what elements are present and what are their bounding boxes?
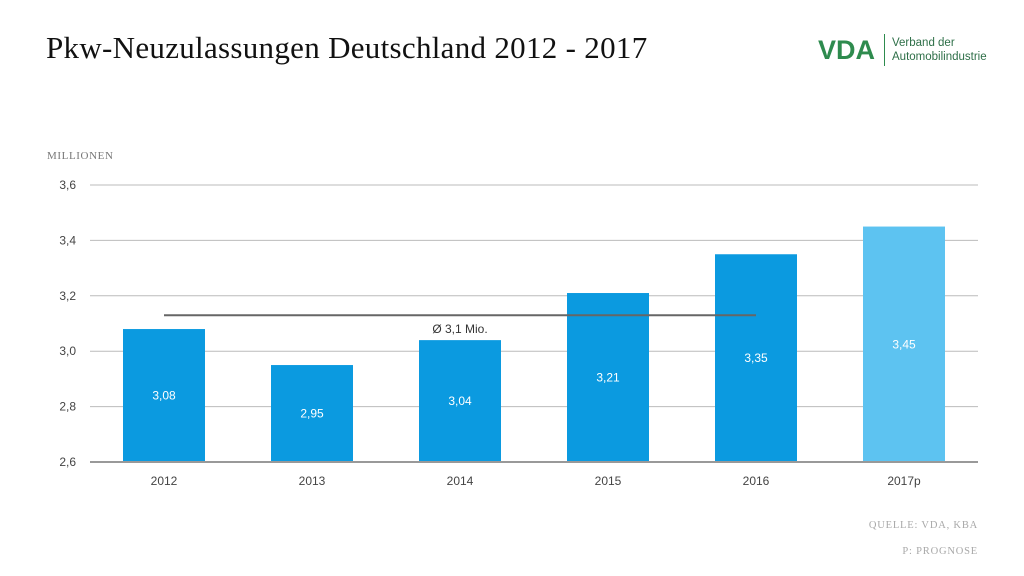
- bar: [419, 340, 501, 462]
- x-tick-label: 2012: [151, 474, 178, 488]
- forecast-note: P: PROGNOSE: [902, 546, 978, 557]
- y-tick-label: 3,6: [59, 178, 76, 192]
- vda-logo: VDA Verband der Automobilindustrie: [818, 34, 988, 68]
- page-title: Pkw-Neuzulassungen Deutschland 2012 - 20…: [46, 30, 648, 65]
- bar: [567, 293, 649, 462]
- data-label: 2,95: [300, 407, 324, 421]
- data-label: 3,21: [596, 371, 620, 385]
- logo-mark: VDA: [818, 35, 876, 65]
- average-label: Ø 3,1 Mio.: [432, 322, 487, 336]
- logo-text-line2: Automobilindustrie: [892, 51, 987, 63]
- y-tick-label: 3,4: [59, 233, 76, 247]
- data-label: 3,08: [152, 389, 176, 403]
- source-note: QUELLE: VDA, KBA: [868, 520, 978, 531]
- bar: [123, 329, 205, 462]
- y-tick-label: 2,8: [59, 400, 76, 414]
- x-tick-label: 2013: [299, 474, 326, 488]
- x-tick-label: 2014: [447, 474, 474, 488]
- bar: [271, 365, 353, 462]
- data-label: 3,45: [892, 337, 916, 351]
- data-label: 3,35: [744, 351, 768, 365]
- x-tick-label: 2015: [595, 474, 622, 488]
- x-tick-label: 2017p: [887, 474, 921, 488]
- logo-divider: [884, 34, 885, 66]
- logo-text: Verband der Automobilindustrie: [892, 36, 987, 64]
- y-tick-label: 3,0: [59, 344, 76, 358]
- data-label: 3,04: [448, 394, 472, 408]
- logo-text-line1: Verband der: [892, 37, 955, 49]
- y-tick-label: 2,6: [59, 455, 76, 469]
- y-tick-label: 3,2: [59, 289, 76, 303]
- bar: [863, 226, 945, 462]
- x-tick-label: 2016: [743, 474, 770, 488]
- y-axis-label: MILLIONEN: [47, 150, 114, 162]
- bar: [715, 254, 797, 462]
